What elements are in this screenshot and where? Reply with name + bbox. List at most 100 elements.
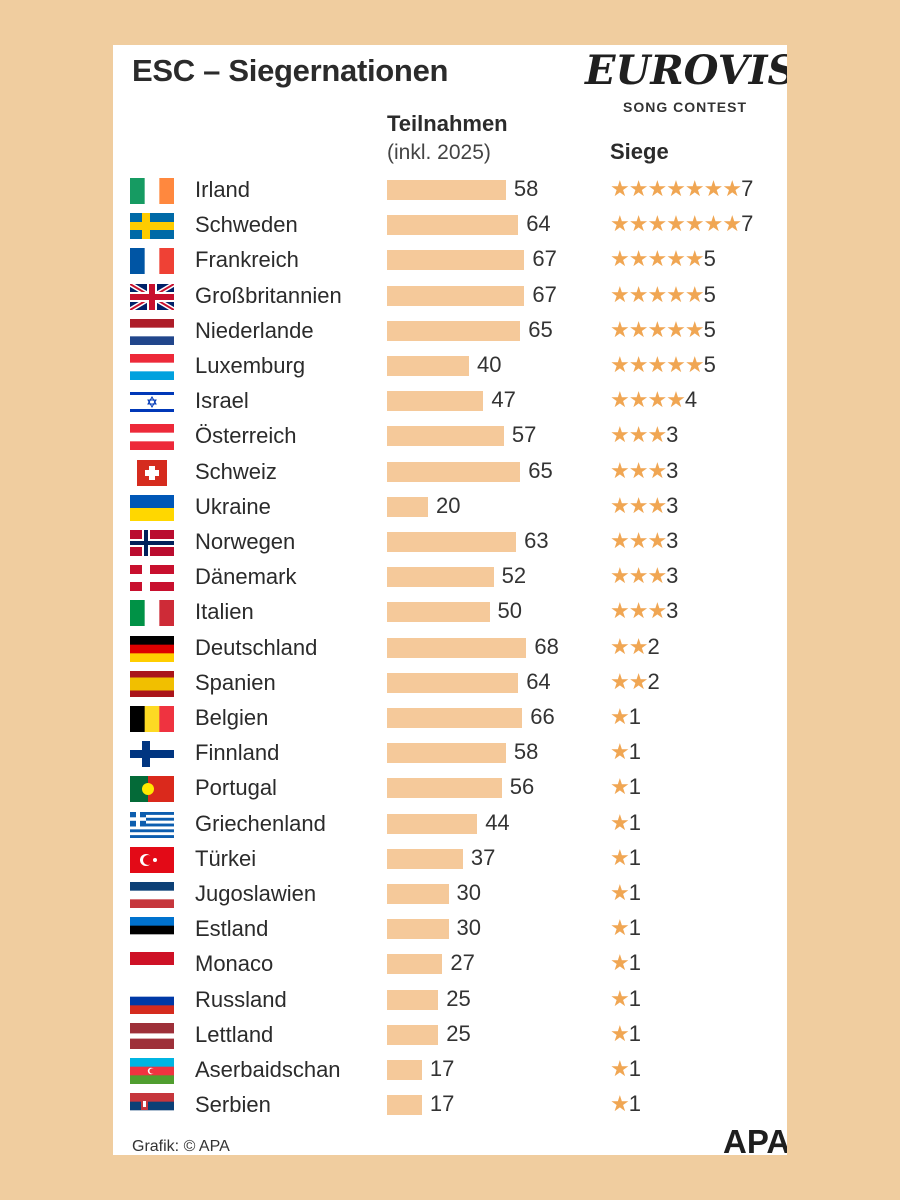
wins-value: 7 — [741, 211, 754, 237]
star-icon: ★★ — [610, 668, 648, 694]
wins-stars: ★1 — [610, 950, 641, 976]
country-row: Israel 47 ★★★★4 — [113, 384, 787, 418]
country-label: Belgien — [195, 705, 269, 730]
country-row: Frankreich 67 ★★★★★5 — [113, 243, 787, 277]
wins-value: 1 — [628, 985, 641, 1011]
country-label: Deutschland — [195, 634, 318, 660]
country-label: Schweden — [195, 212, 298, 238]
flag-germany-icon — [130, 635, 174, 662]
flag-portugal-icon — [130, 776, 174, 803]
country-label: Russland — [195, 986, 287, 1012]
wins-value: 1 — [628, 950, 641, 976]
wins-stars: ★1 — [610, 915, 641, 941]
wins-stars: ★1 — [610, 845, 641, 871]
flag-spain-icon — [130, 670, 174, 697]
wins-stars: ★1 — [610, 774, 641, 800]
country-row: Monaco 27 ★1 — [113, 947, 787, 981]
wins-stars: ★1 — [610, 739, 641, 765]
participation-value: 30 — [456, 880, 481, 905]
country-row: Serbien 17 ★1 — [113, 1088, 787, 1122]
participation-value: 64 — [526, 668, 551, 694]
wins-stars: ★★★3 — [610, 493, 678, 519]
wins-stars: ★1 — [610, 1021, 641, 1047]
participation-bar — [387, 954, 443, 975]
country-row: Ukraine 20 ★★★3 — [113, 490, 787, 524]
participation-bar — [387, 813, 478, 834]
country-row: Deutschland 68 ★★2 — [113, 631, 787, 665]
star-icon: ★★ — [610, 633, 648, 659]
country-row: Belgien 66 ★1 — [113, 701, 787, 735]
flag-sweden-icon — [130, 213, 174, 240]
country-label: Großbritannien — [195, 282, 342, 308]
participation-value: 65 — [528, 316, 553, 342]
participation-bar — [387, 426, 504, 447]
wins-stars: ★1 — [610, 880, 641, 906]
participation-bar — [387, 532, 517, 552]
flag-netherlands-icon — [130, 318, 174, 345]
country-label: Frankreich — [195, 247, 299, 273]
country-row: Österreich 57 ★★★3 — [113, 419, 787, 453]
participation-bar — [387, 778, 502, 799]
wins-value: 1 — [628, 739, 641, 765]
star-icon: ★★★★★ — [610, 352, 705, 377]
star-icon: ★★★★★★★ — [610, 211, 742, 237]
star-icon: ★★★ — [610, 492, 667, 518]
participation-bar — [387, 320, 521, 341]
flag-israel-icon — [130, 389, 174, 416]
star-icon: ★★★ — [610, 598, 667, 624]
star-icon: ★ — [610, 774, 630, 800]
participation-bar — [387, 285, 525, 306]
participation-value: 66 — [530, 704, 555, 729]
country-row: Russland 25 ★1 — [113, 983, 787, 1017]
country-label: Türkei — [195, 845, 257, 871]
participation-value: 64 — [526, 211, 551, 237]
country-label: Jugoslawien — [195, 881, 317, 906]
wins-value: 2 — [647, 633, 660, 659]
country-label: Irland — [195, 177, 251, 202]
participation-bar — [387, 461, 521, 482]
country-label: Lettland — [195, 1021, 274, 1047]
wins-value: 5 — [703, 246, 716, 272]
country-label: Luxemburg — [195, 353, 306, 378]
country-label: Spanien — [195, 669, 276, 695]
wins-stars: ★★★3 — [610, 528, 678, 554]
participation-value: 25 — [446, 1020, 471, 1046]
star-icon: ★★★★ — [610, 387, 686, 413]
participation-value: 67 — [532, 246, 557, 272]
wins-stars: ★★★★★★★7 — [610, 176, 753, 202]
star-icon: ★ — [610, 950, 630, 976]
star-icon: ★ — [610, 844, 630, 870]
country-row: Schweiz 65 ★★★3 — [113, 455, 787, 489]
flag-uk-icon — [130, 283, 174, 310]
country-label: Finnland — [195, 740, 280, 766]
logo-wordmark: EUROVISION — [585, 47, 787, 94]
flag-yugoslavia-icon — [130, 882, 174, 908]
country-row: Portugal 56 ★1 — [113, 771, 787, 805]
participation-value: 44 — [485, 809, 510, 835]
wins-header: Siege — [610, 139, 669, 164]
star-icon: ★ — [610, 809, 630, 835]
country-label: Norwegen — [195, 529, 296, 554]
participation-value: 67 — [532, 281, 557, 307]
participation-bar — [387, 215, 519, 236]
country-label: Aserbaidschan — [195, 1057, 341, 1082]
country-label: Estland — [195, 916, 269, 942]
flag-ukraine-icon — [130, 494, 174, 521]
flag-estonia-icon — [130, 917, 174, 944]
wins-stars: ★★★★★5 — [610, 352, 716, 378]
participation-bar — [387, 250, 525, 271]
wins-stars: ★1 — [610, 810, 641, 836]
flag-italy-icon — [130, 600, 174, 627]
participations-header: Teilnahmen — [387, 111, 508, 136]
flag-belgium-icon — [130, 706, 174, 732]
participation-value: 57 — [511, 422, 537, 448]
country-label: Monaco — [195, 951, 274, 977]
country-label: Griechenland — [195, 810, 326, 836]
wins-value: 3 — [666, 598, 679, 624]
country-label: Italien — [195, 599, 254, 625]
participation-bar — [387, 391, 484, 412]
country-row: Großbritannien 67 ★★★★★5 — [113, 279, 787, 313]
participation-value: 37 — [470, 844, 496, 870]
country-row: Finnland 58 ★1 — [113, 736, 787, 770]
participation-bar — [387, 743, 506, 764]
